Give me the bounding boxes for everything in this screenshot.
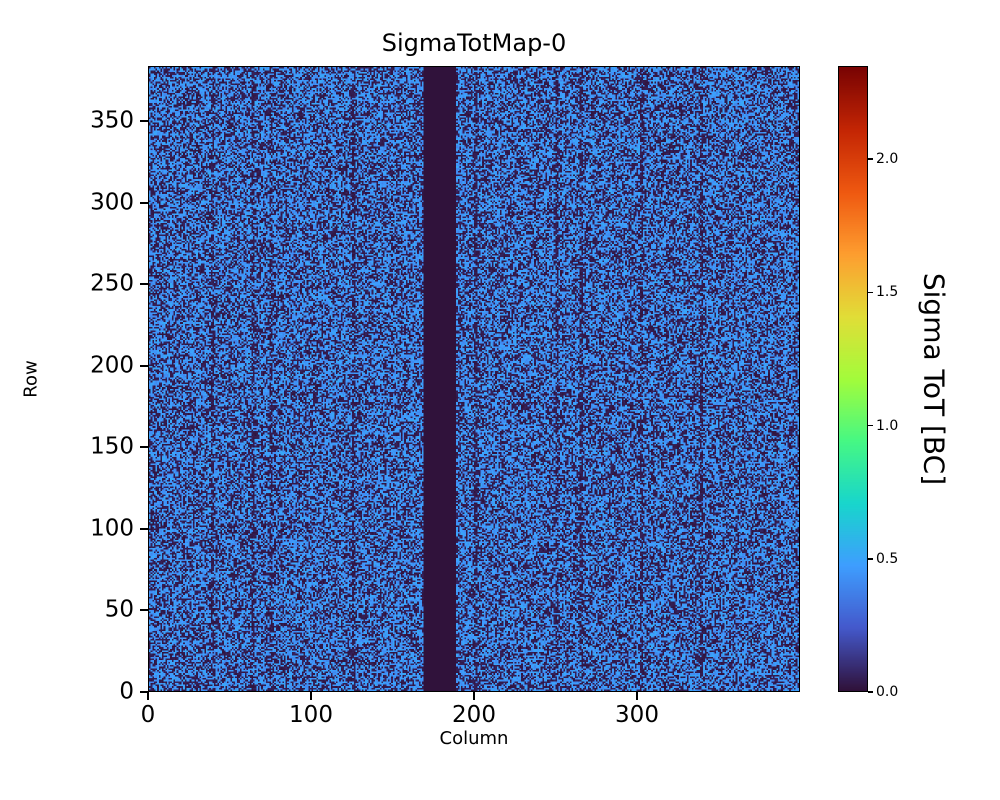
y-tick-label: 150 bbox=[90, 433, 134, 460]
y-tick-mark bbox=[140, 283, 148, 286]
y-tick-mark bbox=[140, 201, 148, 204]
y-tick-mark bbox=[140, 446, 148, 449]
y-tick-label: 0 bbox=[119, 678, 134, 705]
y-tick-mark bbox=[140, 120, 148, 123]
y-axis-label: Row bbox=[20, 360, 42, 398]
colorbar-tick-label: 0.5 bbox=[876, 550, 899, 567]
colorbar-tick-label: 0.0 bbox=[876, 684, 899, 700]
y-tick-label: 100 bbox=[90, 515, 134, 542]
colorbar-tick-mark bbox=[868, 158, 873, 161]
chart-title: SigmaTotMap-0 bbox=[381, 29, 567, 57]
x-axis-label: Column bbox=[439, 728, 509, 749]
colorbar-tick-mark bbox=[868, 424, 873, 427]
x-tick-mark bbox=[147, 692, 149, 700]
x-tick-mark bbox=[636, 692, 638, 700]
colorbar-tick-label: 1.0 bbox=[876, 417, 899, 434]
y-tick-mark bbox=[140, 527, 148, 530]
y-tick-mark bbox=[140, 691, 148, 693]
heatmap-plot-area bbox=[148, 66, 800, 692]
y-tick-label: 250 bbox=[90, 270, 134, 297]
x-tick-label: 200 bbox=[452, 702, 496, 728]
x-tick-label: 0 bbox=[140, 702, 156, 728]
y-tick-label: 50 bbox=[104, 596, 134, 623]
y-tick-label: 200 bbox=[90, 352, 134, 379]
heatmap-canvas bbox=[149, 67, 799, 691]
colorbar-gradient bbox=[839, 67, 867, 691]
y-tick-mark bbox=[140, 364, 148, 367]
colorbar-label: Sigma ToT [BC] bbox=[917, 272, 951, 486]
y-tick-label: 350 bbox=[90, 107, 134, 134]
colorbar-tick-mark bbox=[868, 291, 873, 294]
colorbar bbox=[838, 66, 868, 692]
x-tick-mark bbox=[473, 692, 475, 700]
colorbar-tick-label: 1.5 bbox=[876, 284, 899, 301]
x-tick-mark bbox=[310, 692, 312, 700]
colorbar-tick-mark bbox=[868, 558, 873, 560]
y-tick-label: 300 bbox=[90, 189, 134, 216]
colorbar-tick-mark bbox=[868, 691, 873, 693]
x-tick-label: 300 bbox=[615, 702, 659, 728]
colorbar-tick-label: 2.0 bbox=[876, 151, 899, 168]
y-tick-mark bbox=[140, 609, 148, 612]
x-tick-label: 100 bbox=[289, 702, 333, 728]
